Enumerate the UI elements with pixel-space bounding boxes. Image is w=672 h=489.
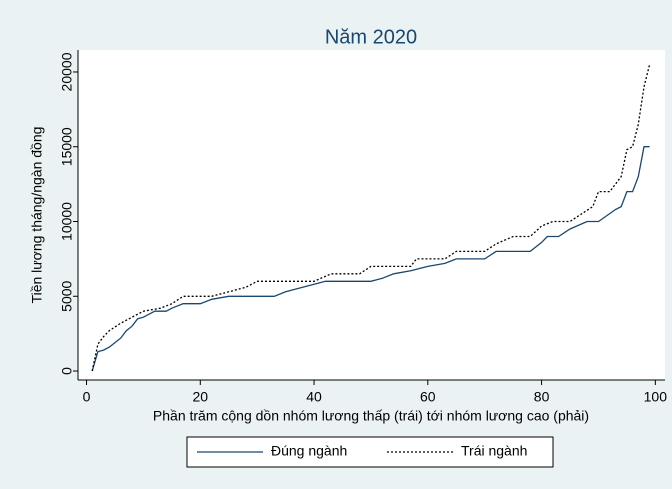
legend-label: Trái ngành bbox=[461, 443, 527, 459]
legend-label: Đúng ngành bbox=[271, 443, 347, 459]
x-tick-label: 100 bbox=[644, 389, 668, 405]
x-tick-label: 0 bbox=[83, 389, 91, 405]
x-axis-title: Phần trăm cộng dồn nhóm lương thấp (trái… bbox=[153, 408, 589, 424]
y-tick-label: 0 bbox=[59, 367, 75, 375]
x-tick-label: 20 bbox=[193, 389, 209, 405]
x-tick-label: 40 bbox=[306, 389, 322, 405]
y-tick-label: 10000 bbox=[59, 202, 75, 241]
x-tick-label: 60 bbox=[420, 389, 436, 405]
chart-title: Năm 2020 bbox=[325, 26, 417, 48]
y-tick-label: 15000 bbox=[59, 127, 75, 166]
y-axis-title: Tiền lương tháng/ngàn đồng bbox=[29, 127, 45, 304]
line-series bbox=[91, 146, 650, 372]
plot-area bbox=[78, 50, 665, 380]
y-tick-label: 5000 bbox=[59, 280, 75, 311]
y-tick-label: 20000 bbox=[59, 52, 75, 91]
x-tick-label: 80 bbox=[534, 389, 550, 405]
